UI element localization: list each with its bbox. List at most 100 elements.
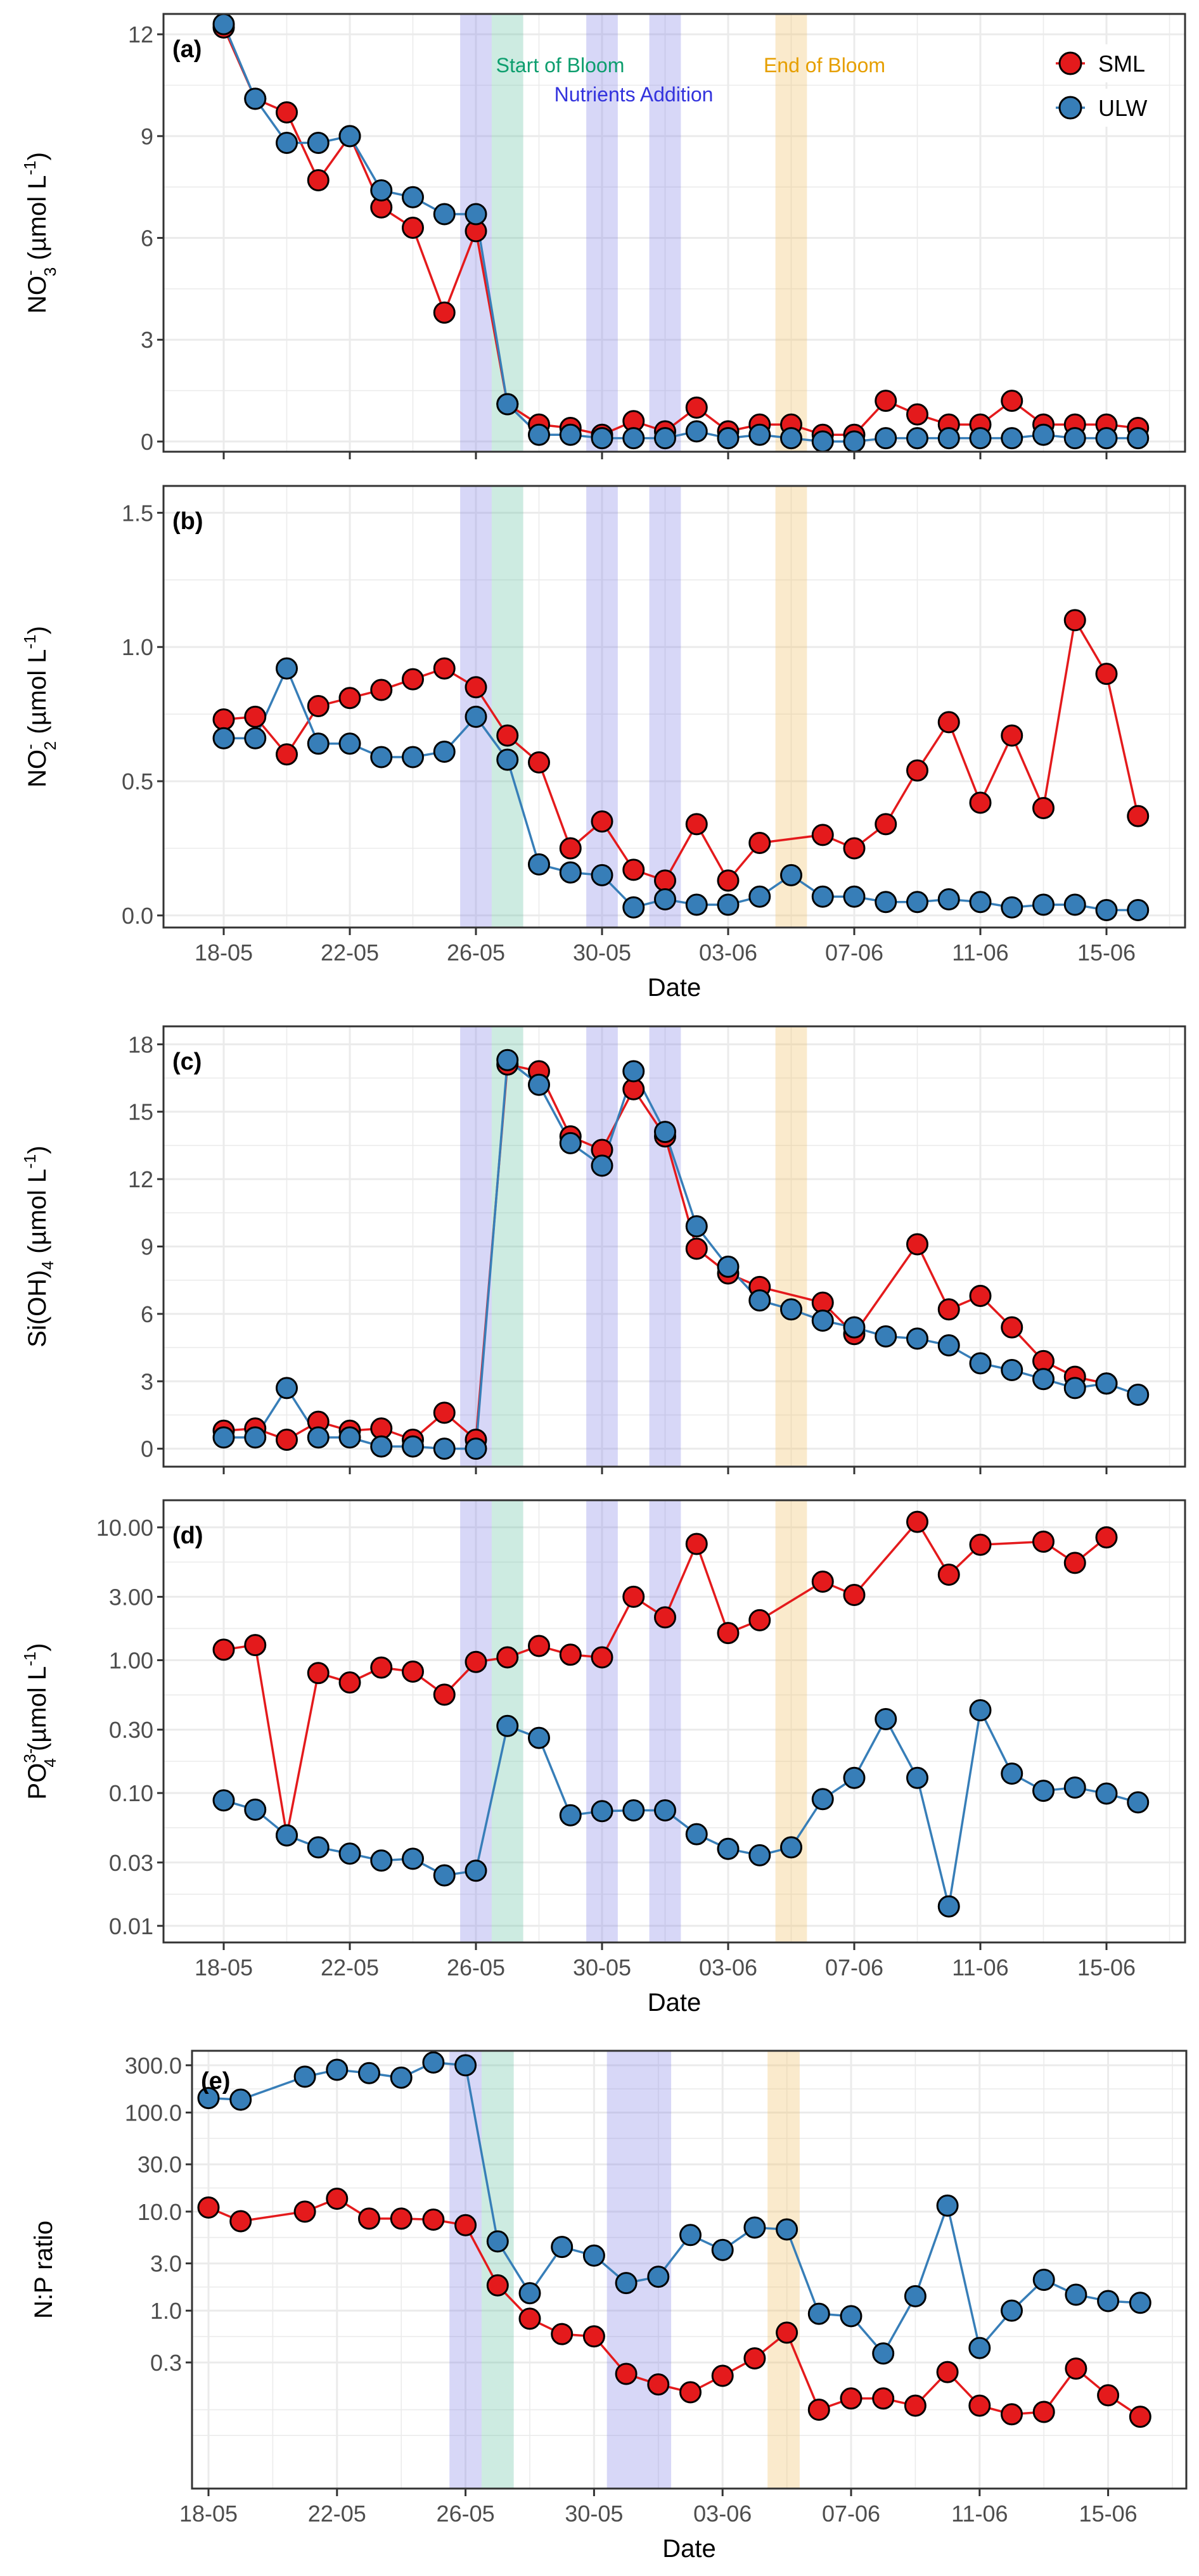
nutrients-addition-band bbox=[649, 14, 681, 452]
y-tick-label: 300.0 bbox=[125, 2053, 182, 2079]
data-point-sml bbox=[1032, 796, 1055, 819]
data-point-ulw bbox=[370, 179, 393, 202]
data-point-sml bbox=[811, 824, 834, 846]
data-point-ulw bbox=[1063, 427, 1086, 450]
data-point-ulw bbox=[212, 1789, 235, 1812]
plot-background bbox=[164, 486, 1185, 928]
panel-tag: (b) bbox=[172, 508, 203, 535]
data-point-ulw bbox=[1095, 1372, 1118, 1395]
plot-background bbox=[192, 2051, 1186, 2489]
data-point-ulw bbox=[496, 393, 519, 416]
x-tick-label: 18-05 bbox=[195, 1954, 253, 1980]
data-point-ulw bbox=[528, 423, 550, 446]
x-tick-label: 26-05 bbox=[447, 940, 505, 966]
y-axis-title: NO-2 (µmol L-1) bbox=[20, 626, 60, 787]
data-point-sml bbox=[904, 2394, 926, 2417]
data-point-ulw bbox=[906, 1766, 928, 1789]
data-point-sml bbox=[875, 390, 897, 412]
panel-b: 0.0 0.5 1.0 1.5 18-05 22-05 26-05 30-05 03-06 07-… bbox=[20, 485, 1186, 1002]
data-point-sml bbox=[518, 2307, 541, 2330]
data-point-ulw bbox=[370, 746, 393, 768]
data-point-sml bbox=[615, 2362, 638, 2385]
data-point-sml bbox=[937, 1298, 960, 1321]
x-tick-label: 11-06 bbox=[951, 2501, 1008, 2527]
data-point-ulw bbox=[591, 864, 613, 886]
data-point-ulw bbox=[212, 1426, 235, 1449]
data-point-ulw bbox=[622, 427, 645, 450]
data-point-ulw bbox=[496, 748, 519, 771]
end-of-bloom-band bbox=[775, 1500, 807, 1942]
data-point-ulw bbox=[654, 888, 676, 911]
data-point-sml bbox=[422, 2208, 445, 2231]
data-point-sml bbox=[654, 869, 676, 892]
y-tick-label: 0 bbox=[141, 1436, 153, 1462]
y-title-space bbox=[23, 1751, 51, 1758]
data-point-ulw bbox=[338, 1426, 361, 1449]
y-title-space bbox=[23, 1254, 51, 1261]
y-tick-label: 6 bbox=[141, 226, 153, 252]
y-title-unit: (µmol L bbox=[23, 649, 51, 734]
data-point-ulw bbox=[486, 2230, 509, 2253]
data-point-ulw bbox=[1032, 1780, 1055, 1802]
data-point-sml bbox=[843, 837, 866, 860]
y-title-close: ) bbox=[23, 1145, 51, 1154]
data-point-ulw bbox=[780, 427, 802, 450]
data-point-ulw bbox=[622, 1799, 645, 1822]
data-point-ulw bbox=[875, 427, 897, 450]
data-point-sml bbox=[276, 743, 298, 766]
data-point-sml bbox=[528, 751, 550, 774]
data-point-sml bbox=[591, 810, 613, 833]
panel-border bbox=[162, 1499, 1186, 1944]
y-title-space bbox=[23, 734, 51, 741]
data-point-sml bbox=[465, 1650, 487, 1673]
data-point-ulw bbox=[936, 2194, 959, 2217]
panel-tag: (e) bbox=[201, 2068, 230, 2095]
data-point-sml bbox=[872, 2387, 895, 2410]
x-tick-label: 03-06 bbox=[699, 1954, 757, 1980]
data-point-sml bbox=[969, 1285, 992, 1308]
data-point-ulw bbox=[212, 13, 235, 35]
data-point-sml bbox=[212, 1638, 235, 1661]
x-tick-label: 30-05 bbox=[573, 940, 631, 966]
data-point-ulw bbox=[622, 896, 645, 919]
y-tick-label: 0.3 bbox=[150, 2350, 182, 2376]
data-point-ulw bbox=[1032, 2268, 1055, 2291]
end-of-bloom-band bbox=[775, 486, 807, 928]
data-point-ulw bbox=[402, 746, 424, 768]
y-title-main: NO bbox=[23, 276, 51, 314]
nutrients-addition-band bbox=[586, 14, 618, 452]
plot-background bbox=[164, 14, 1185, 452]
data-point-ulw bbox=[338, 732, 361, 755]
y-title-unit-sup: -1 bbox=[20, 1652, 39, 1666]
data-point-ulw bbox=[465, 705, 487, 728]
y-tick-label: 1.0 bbox=[150, 2298, 182, 2324]
data-point-sml bbox=[1001, 724, 1023, 747]
data-point-ulw bbox=[370, 1435, 393, 1458]
data-point-ulw bbox=[559, 1132, 582, 1154]
data-point-sml bbox=[1063, 1552, 1086, 1574]
data-point-ulw bbox=[780, 1836, 802, 1859]
data-point-ulw bbox=[776, 2218, 798, 2241]
data-point-sml bbox=[685, 1237, 708, 1260]
y-title-close: ) bbox=[23, 152, 51, 160]
gridlines bbox=[164, 1500, 1185, 1942]
x-tick-label: 07-06 bbox=[822, 2501, 880, 2527]
end-of-bloom-band bbox=[767, 2051, 800, 2489]
data-point-sml bbox=[197, 2196, 220, 2219]
nutrients-addition-band bbox=[586, 1500, 618, 1942]
data-point-ulw bbox=[1032, 423, 1055, 446]
x-tick-label: 30-05 bbox=[573, 1954, 631, 1980]
data-point-ulw bbox=[654, 1799, 676, 1822]
data-point-sml bbox=[748, 832, 771, 855]
data-point-sml bbox=[875, 813, 897, 836]
nutrients-addition-label: Nutrients Addition bbox=[555, 83, 714, 106]
data-point-ulw bbox=[293, 2065, 316, 2088]
gridlines bbox=[192, 2051, 1186, 2489]
data-point-sml bbox=[528, 1635, 550, 1657]
y-tick-label: 9 bbox=[141, 1234, 153, 1260]
data-point-ulw bbox=[1001, 1762, 1023, 1785]
data-point-ulw bbox=[276, 1377, 298, 1400]
data-point-sml bbox=[370, 679, 393, 701]
data-point-sml bbox=[326, 2187, 349, 2210]
data-point-ulw bbox=[582, 2244, 605, 2267]
